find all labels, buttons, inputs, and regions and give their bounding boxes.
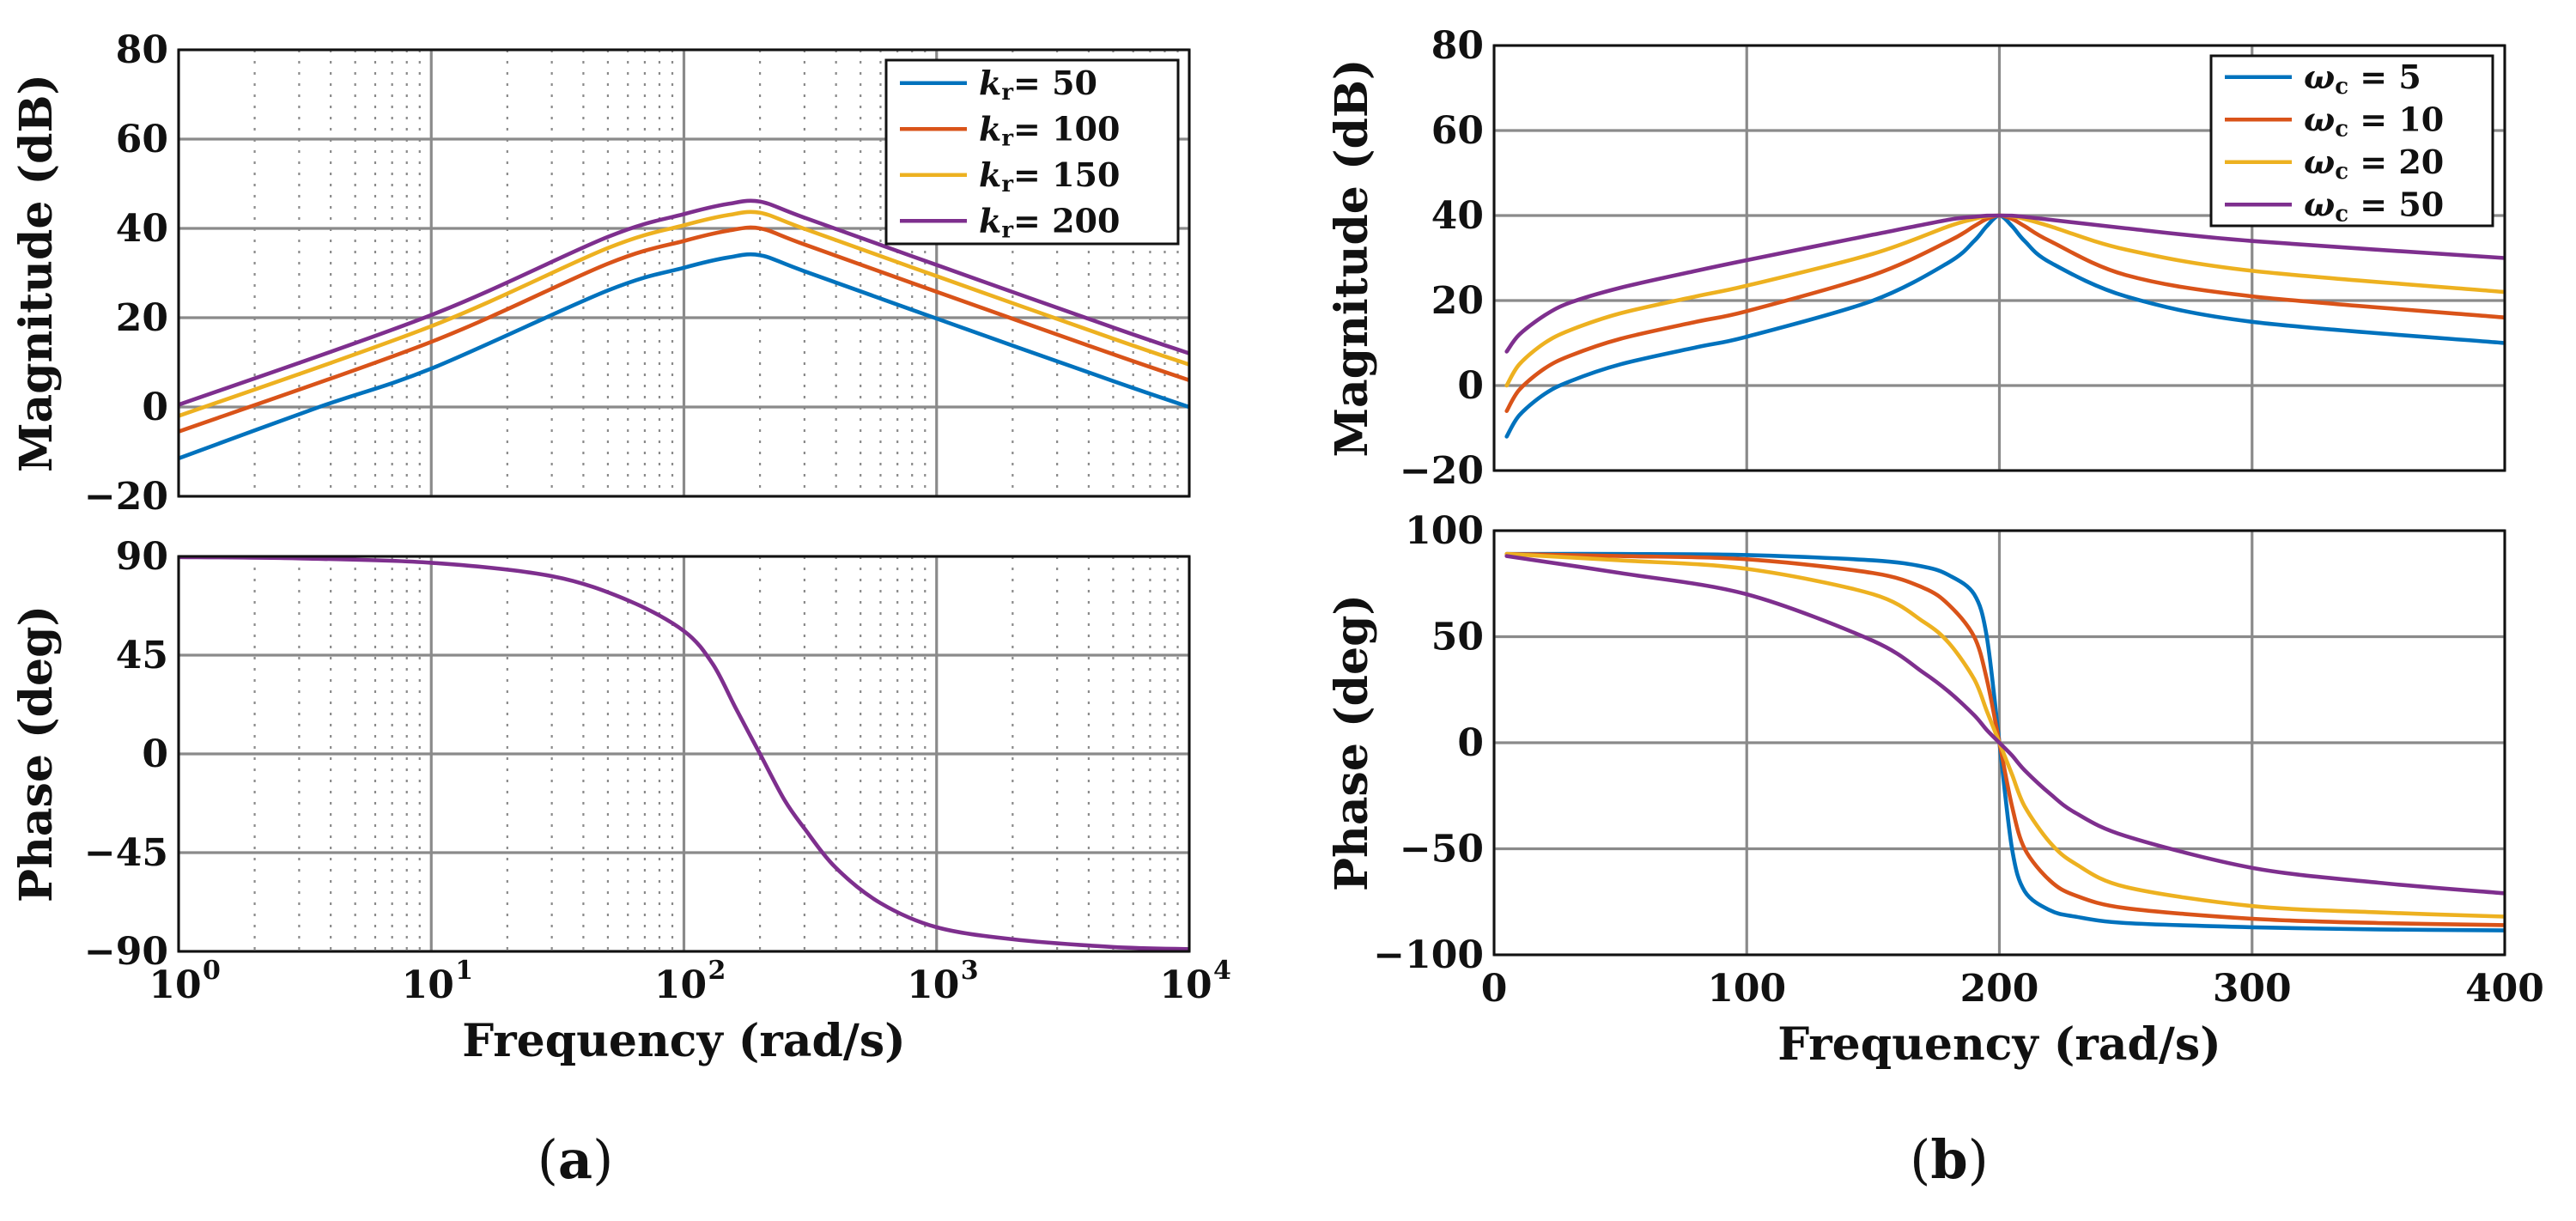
series-line-5 <box>1504 213 2505 439</box>
x-tick-label: 400 <box>2465 967 2544 1011</box>
y-tick-label: 90 <box>116 535 168 579</box>
y-axis-label: Magnitude (dB) <box>1326 58 1378 457</box>
x-tick-label: 0 <box>1481 967 1508 1011</box>
x-tick-exponent: 2 <box>708 956 726 986</box>
x-tick-exponent: 0 <box>203 956 221 986</box>
y-tick-label: −100 <box>1373 933 1484 977</box>
legend-entry-5: ωc = 5 <box>2304 58 2421 100</box>
series-line-150 <box>179 210 1189 418</box>
y-tick-label: 40 <box>116 207 168 251</box>
series-line-20 <box>1504 551 2505 919</box>
y-tick-label: 20 <box>1431 279 1484 323</box>
y-tick-label: −50 <box>1400 828 1484 872</box>
x-tick-label: 100 <box>1707 967 1786 1011</box>
y-tick-label: 45 <box>116 634 168 677</box>
x-tick-label: 10 <box>402 963 454 1007</box>
x-axis-label: Frequency (rad/s) <box>462 1015 905 1067</box>
series-layer <box>1504 213 2505 439</box>
series-line-50 <box>179 252 1189 461</box>
series-line-10 <box>1504 551 2505 927</box>
y-tick-label: 80 <box>1431 24 1484 68</box>
y-tick-label: 0 <box>1457 364 1484 408</box>
x-tick-label: 300 <box>2213 967 2292 1011</box>
legend-entry-50: ωc = 50 <box>2304 185 2444 227</box>
series-line-200 <box>179 198 1189 407</box>
legend-entry-10: ωc = 10 <box>2304 100 2444 142</box>
y-tick-label: 50 <box>1431 616 1484 659</box>
y-tick-label: 0 <box>1457 721 1484 765</box>
y-tick-label: −45 <box>84 831 168 875</box>
y-tick-label: 20 <box>116 296 168 340</box>
legend-entry-50: kr= 50 <box>979 64 1097 106</box>
y-tick-label: 0 <box>142 386 168 429</box>
y-tick-label: 60 <box>116 118 168 161</box>
x-tick-label: 10 <box>654 963 707 1007</box>
x-tick-label: 10 <box>1159 963 1212 1007</box>
y-tick-label: −20 <box>1400 449 1484 493</box>
legend-entry-20: ωc = 20 <box>2304 143 2444 185</box>
series-line-50 <box>1504 554 2505 896</box>
series-line-50 <box>1504 213 2505 354</box>
caption-a: (a) <box>538 1128 614 1191</box>
series-layer <box>179 198 1189 461</box>
series-layer <box>179 556 1189 951</box>
series-line-phase <box>179 556 1189 951</box>
x-tick-label: 10 <box>907 963 959 1007</box>
plot-frame <box>177 555 1191 953</box>
x-tick-label: 200 <box>1960 967 2039 1011</box>
plot-frame <box>177 48 1191 498</box>
x-axis-label: Frequency (rad/s) <box>1777 1018 2221 1071</box>
y-tick-label: 0 <box>142 732 168 776</box>
x-tick-exponent: 1 <box>455 956 473 986</box>
series-line-10 <box>1504 213 2505 413</box>
panel-b-phase-plot: −100 −50 0 50 100 0 100 200 300 400 Phase (deg) Fre… <box>1326 509 2544 1071</box>
legend-box <box>2209 54 2494 228</box>
caption-b: (b) <box>1910 1128 1989 1191</box>
x-tick-label: 10 <box>149 963 201 1007</box>
y-tick-label: 60 <box>1431 109 1484 153</box>
plot-frame <box>1492 529 2506 957</box>
y-tick-label: −20 <box>84 475 168 519</box>
plot-frame <box>1492 44 2506 472</box>
y-axis-label: Magnitude (dB) <box>10 74 63 472</box>
legend-entry-100: kr= 100 <box>979 109 1120 151</box>
legend-entry-200: kr= 200 <box>979 201 1120 243</box>
legend-entry-150: kr= 150 <box>979 155 1120 197</box>
y-axis-label: Phase (deg) <box>1326 594 1378 891</box>
legend-box <box>884 58 1180 246</box>
y-tick-label: −90 <box>84 930 168 974</box>
y-tick-label: 40 <box>1431 194 1484 238</box>
series-layer <box>1504 551 2505 932</box>
series-line-100 <box>179 225 1189 434</box>
x-tick-exponent: 4 <box>1213 956 1231 986</box>
series-line-20 <box>1504 213 2505 388</box>
y-axis-label: Phase (deg) <box>10 605 63 902</box>
y-tick-label: 100 <box>1405 509 1484 553</box>
x-tick-exponent: 3 <box>961 956 979 986</box>
y-tick-label: 80 <box>116 28 168 72</box>
